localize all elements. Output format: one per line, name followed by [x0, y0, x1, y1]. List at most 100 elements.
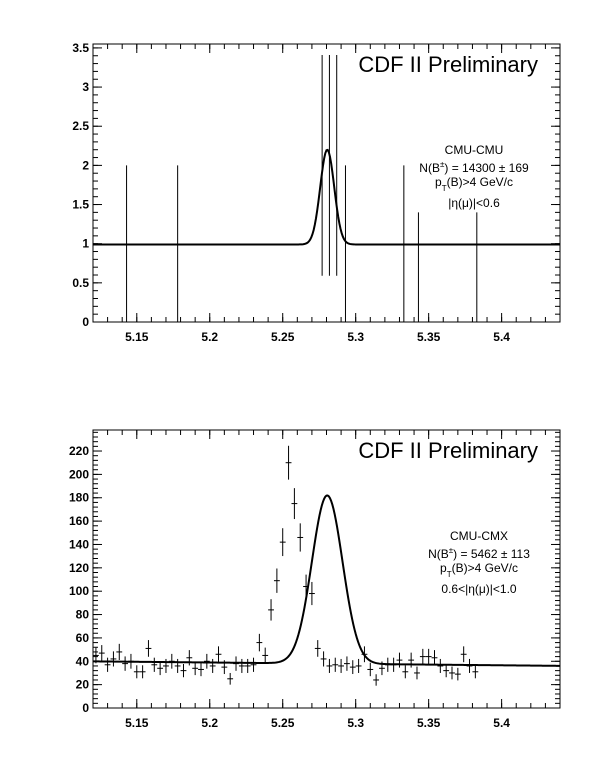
y-tick-label: 1.5	[72, 198, 89, 212]
data-point	[122, 656, 129, 671]
x-tick-label: 5.15	[125, 716, 149, 730]
y-tick-label: 160	[69, 514, 89, 528]
data-point	[227, 672, 234, 685]
y-tick-label: 180	[69, 491, 89, 505]
data-point	[174, 658, 181, 673]
data-point	[262, 647, 269, 664]
data-point	[419, 648, 426, 665]
annotation-eta-cut: 0.6<|η(μ)|<1.0	[441, 582, 517, 596]
data-point	[273, 568, 280, 593]
annotation-pt-cut: pT(B)>4 GeV/c	[440, 561, 518, 579]
fit-annotation: CMU-CMU N(B±) = 14300 ± 169 pT(B)>4 GeV/…	[419, 143, 529, 210]
data-point	[443, 664, 450, 678]
data-point	[326, 658, 333, 673]
data-points	[126, 54, 478, 322]
data-point	[332, 657, 339, 672]
data-point	[180, 664, 187, 678]
chart-title: CDF II Preliminary	[358, 438, 538, 463]
data-point	[373, 674, 380, 686]
y-tick-label: 0	[82, 315, 89, 329]
data-point	[297, 523, 304, 552]
data-point	[116, 643, 123, 661]
chart-panel-cmu-cmx: 5.15 5.2 5.25 5.3 5.35 5.4 0 20 40 60 80 100 120 140 1…	[69, 429, 561, 730]
x-tick-label: 5.3	[347, 330, 364, 344]
data-point	[151, 657, 158, 672]
x-tick-label: 5.35	[417, 716, 441, 730]
chart-title: CDF II Preliminary	[358, 52, 538, 77]
data-point	[402, 665, 409, 679]
data-point	[431, 650, 438, 666]
data-point	[215, 646, 222, 663]
data-point	[437, 658, 444, 673]
y-tick-label: 3	[82, 80, 89, 94]
data-point	[104, 657, 111, 672]
data-point	[414, 666, 420, 680]
y-tick-label: 60	[76, 631, 90, 645]
annotation-channel: CMU-CMX	[450, 529, 508, 543]
y-tick-label: 2	[82, 158, 89, 172]
x-tick-label: 5.25	[271, 716, 295, 730]
annotation-yield: N(B±) = 5462 ± 113	[428, 546, 530, 561]
data-point	[308, 581, 315, 606]
data-point	[145, 640, 152, 657]
data-point	[285, 445, 292, 480]
y-tick-label: 20	[76, 678, 90, 692]
data-point	[454, 667, 461, 681]
data-point	[250, 657, 257, 672]
data-point	[279, 528, 286, 557]
data-point	[425, 648, 432, 665]
data-point	[314, 640, 321, 657]
x-tick-label: 5.4	[493, 716, 510, 730]
data-point	[291, 488, 298, 520]
data-point	[349, 660, 356, 675]
data-point	[209, 658, 216, 673]
data-point	[110, 651, 117, 667]
axis-ticks: 5.15 5.2 5.25 5.3 5.35 5.4 0 0.5 1 1.5 2 2.5 3 3.5	[72, 41, 561, 344]
x-tick-label: 5.2	[201, 716, 218, 730]
x-tick-label: 5.4	[493, 330, 510, 344]
annotation-channel: CMU-CMU	[445, 143, 504, 157]
fit-annotation: CMU-CMX N(B±) = 5462 ± 113 pT(B)>4 GeV/c…	[428, 529, 530, 596]
data-point	[244, 658, 251, 673]
data-point	[198, 662, 204, 677]
fit-curve	[93, 148, 560, 246]
axis-ticks: 5.15 5.2 5.25 5.3 5.35 5.4 0 20 40 60 80 100 120 140 1…	[69, 430, 561, 730]
data-point	[256, 633, 263, 652]
x-tick-label: 5.2	[201, 330, 218, 344]
data-point	[320, 651, 327, 667]
x-tick-label: 5.15	[125, 330, 149, 344]
data-point	[203, 653, 210, 669]
data-point	[338, 658, 345, 673]
data-point	[367, 662, 374, 677]
y-tick-label: 2.5	[72, 119, 89, 133]
y-tick-label: 140	[69, 537, 89, 551]
data-points	[93, 445, 479, 686]
data-point	[157, 661, 164, 676]
fit-curve	[92, 494, 561, 667]
data-point	[396, 652, 403, 668]
y-tick-label: 1	[82, 237, 89, 251]
y-tick-label: 220	[69, 444, 89, 458]
y-tick-label: 80	[76, 608, 90, 622]
y-tick-label: 120	[69, 561, 89, 575]
data-point	[238, 658, 245, 673]
data-point	[472, 665, 479, 679]
data-point	[355, 658, 362, 673]
y-tick-label: 3.5	[72, 41, 89, 55]
data-point	[192, 661, 199, 676]
annotation-yield: N(B±) = 14300 ± 169	[419, 160, 529, 175]
x-tick-label: 5.25	[271, 330, 295, 344]
annotation-pt-cut: pT(B)>4 GeV/c	[435, 175, 513, 193]
y-tick-label: 0	[82, 701, 89, 715]
y-tick-label: 100	[69, 584, 89, 598]
y-tick-label: 40	[76, 654, 90, 668]
data-point	[163, 658, 169, 673]
chart-panel-cmu-cmu: 5.15 5.2 5.25 5.3 5.35 5.4 0 0.5 1 1.5 2 2.5 3 3.5 CD…	[72, 41, 561, 344]
data-point	[139, 665, 146, 679]
data-point	[449, 666, 455, 680]
y-tick-label: 0.5	[72, 276, 89, 290]
y-tick-label: 200	[69, 467, 89, 481]
data-point	[133, 665, 140, 679]
x-tick-label: 5.35	[417, 330, 441, 344]
